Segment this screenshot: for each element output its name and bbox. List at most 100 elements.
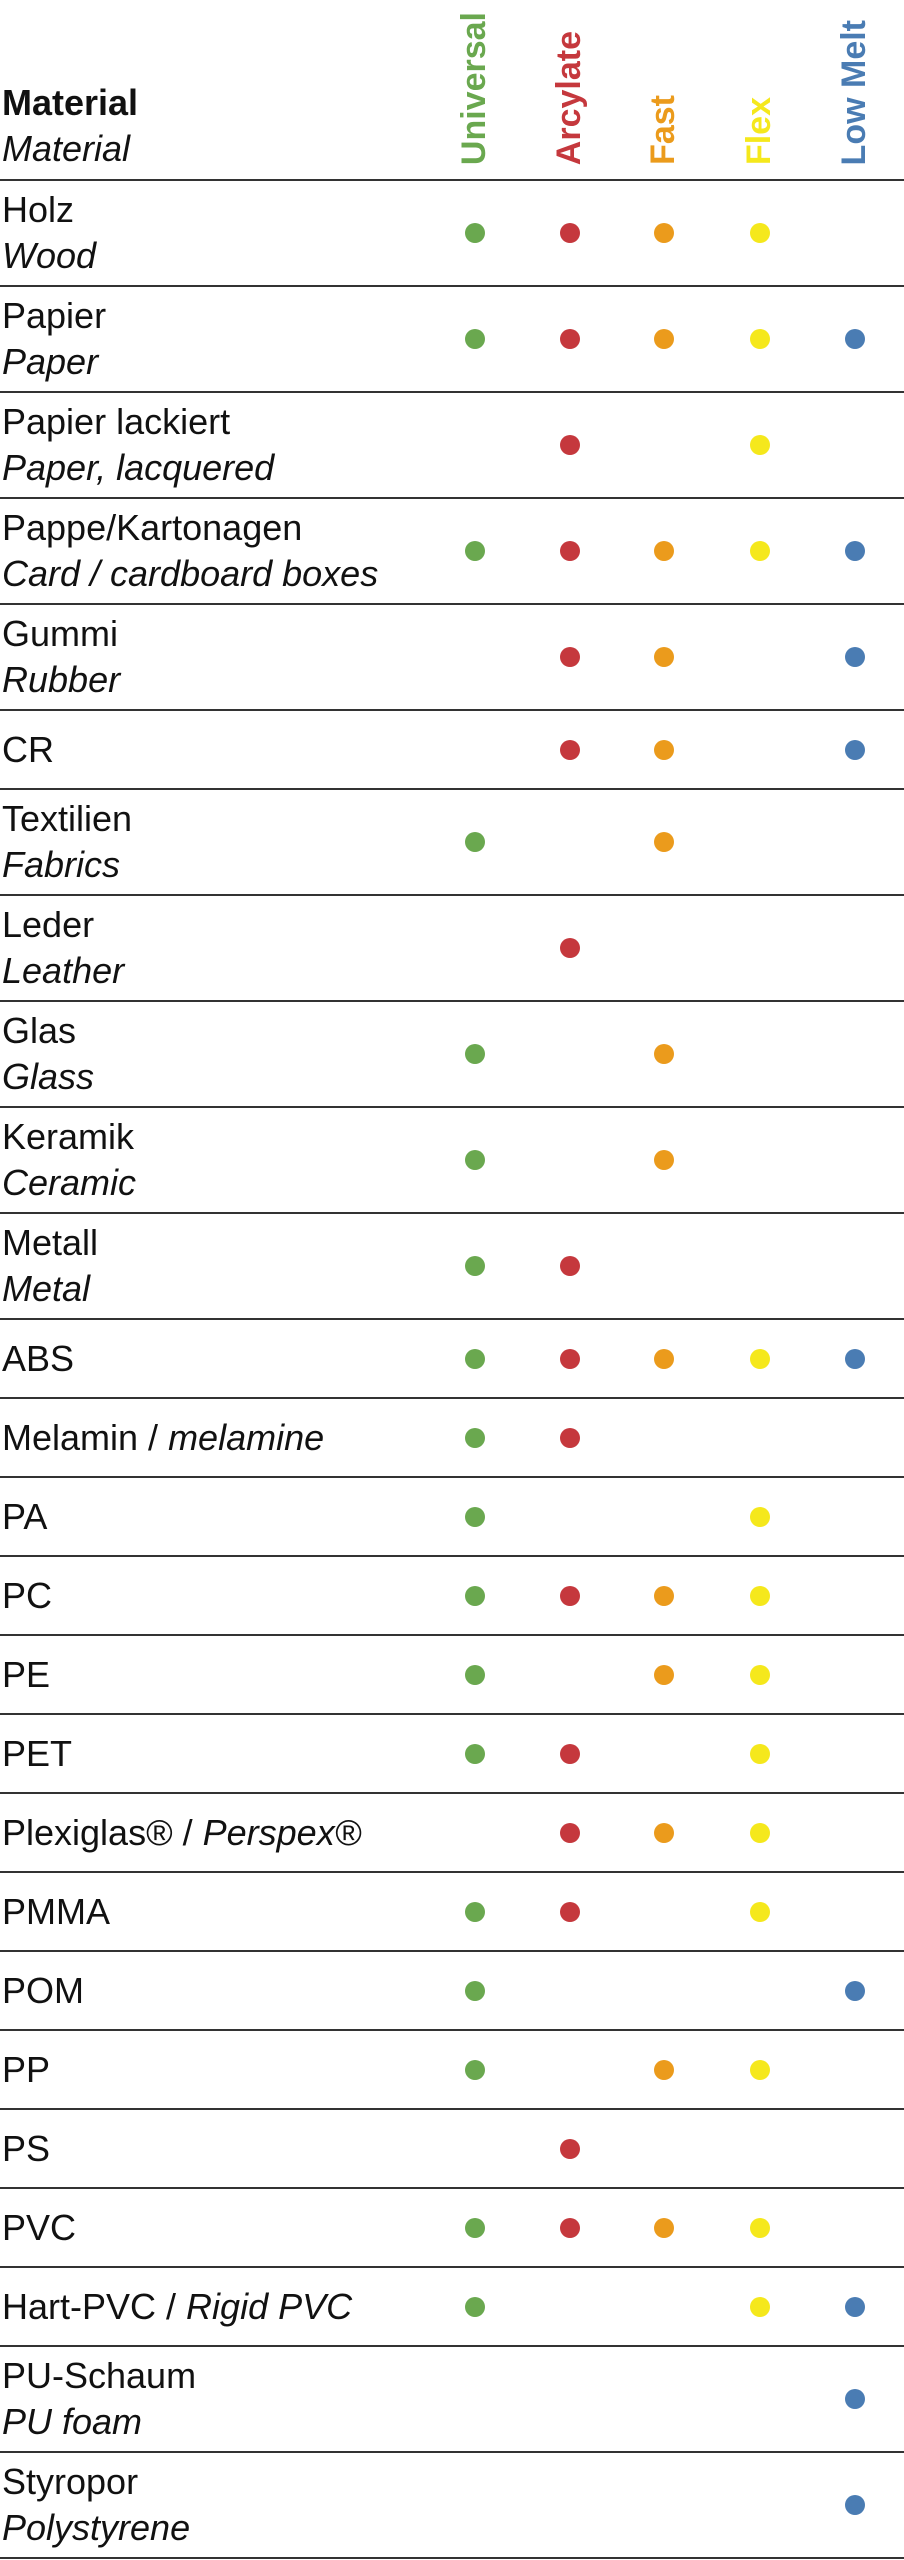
table-row: PA [0, 1478, 904, 1557]
compat-dot [654, 1348, 674, 1369]
material-en: Glass [2, 1056, 95, 1097]
material-de: Plexiglas® / [2, 1811, 193, 1853]
table-row: Styropor Polystyrene [0, 2453, 904, 2559]
material-en: PU foam [2, 2401, 143, 2442]
material-line: PP [2, 2047, 904, 2093]
compat-dot [560, 1256, 580, 1276]
material-line: Gummi [2, 611, 904, 657]
material-line: Hart-PVC / Rigid PVC [2, 2284, 904, 2330]
compat-dot [560, 1348, 580, 1369]
compat-dot [750, 1348, 770, 1369]
compat-dot [750, 2217, 770, 2238]
compat-dot [560, 2217, 580, 2238]
compat-dot [560, 1822, 580, 1843]
compat-dot [465, 832, 485, 852]
material-line: PET [2, 1731, 904, 1777]
material-de: Pappe/Kartonagen [2, 507, 303, 548]
table-row: Papier Paper [0, 287, 904, 393]
compat-dot [560, 541, 580, 561]
compat-dot [560, 223, 580, 243]
column-header: Universal [455, 11, 493, 165]
compat-dot [845, 2296, 865, 2317]
compat-dot [845, 2389, 865, 2409]
compat-dot [465, 1901, 485, 1922]
compat-dot [750, 1822, 770, 1843]
material-de: Gummi [2, 613, 118, 654]
compat-dot [750, 541, 770, 561]
material-de: PU-Schaum [2, 2355, 197, 2396]
compat-dot [560, 435, 580, 455]
material-en: Polystyrene [2, 2507, 191, 2548]
compat-dot [560, 938, 580, 958]
table-row: ABS [0, 1320, 904, 1399]
material-line: Holz [2, 187, 904, 233]
material-en: Metal [2, 1268, 91, 1309]
material-line: PA [2, 1494, 904, 1540]
table-row: Pappe/Kartonagen Card / cardboard boxes [0, 499, 904, 605]
material-de: Papier [2, 295, 107, 336]
material-de: Hart-PVC / [2, 2285, 177, 2327]
material-en: Rubber [2, 659, 121, 700]
compat-dot [465, 1506, 485, 1527]
compat-dot [654, 739, 674, 760]
column-header: Low Melt [835, 19, 873, 165]
material-en: Card / cardboard boxes [2, 553, 379, 594]
table-row: Holz Wood [0, 181, 904, 287]
compat-dot [750, 329, 770, 349]
material-line: PU-Schaum [2, 2353, 904, 2399]
compat-dot [750, 2059, 770, 2080]
column-header: Fast [644, 95, 682, 165]
compat-dot [654, 1822, 674, 1843]
compat-dot [654, 832, 674, 852]
table-row: Melamin / melamine [0, 1399, 904, 1478]
table-row: PMMA [0, 1873, 904, 1952]
compat-dot [845, 739, 865, 760]
material-line: Glas [2, 1008, 904, 1054]
column-header: Flex [740, 96, 778, 165]
material-de: Glas [2, 1010, 77, 1051]
material-de: Holz [2, 189, 75, 230]
compat-dot [465, 223, 485, 243]
table: Holz Wood Papier Paper Papier lackiert Paper,… [0, 181, 904, 2559]
material-de: PET [2, 1732, 73, 1774]
material-line: PMMA [2, 1889, 904, 1935]
compat-dot [465, 1427, 485, 1448]
material-line: Papier lackiert [2, 399, 904, 445]
compat-dot [750, 1664, 770, 1685]
material-de: Leder [2, 904, 95, 945]
compat-dot [845, 541, 865, 561]
material-de: Melamin / [2, 1416, 159, 1458]
compat-dot [465, 2217, 485, 2238]
compat-dot [654, 541, 674, 561]
material-line: ABS [2, 1336, 904, 1382]
table-row: Metall Metal [0, 1214, 904, 1320]
material-en: Ceramic [2, 1162, 137, 1203]
compat-dot [465, 1348, 485, 1369]
material-en: Leather [2, 950, 125, 991]
material-en: Paper [2, 341, 99, 382]
table-row: Keramik Ceramic [0, 1108, 904, 1214]
compat-dot [465, 329, 485, 349]
header-title: Material [2, 82, 139, 123]
compat-dot [845, 647, 865, 667]
compat-dot [465, 2059, 485, 2080]
table-row: PET [0, 1715, 904, 1794]
material-de: POM [2, 1969, 85, 2011]
compat-dot [465, 1150, 485, 1170]
compat-dot [654, 2217, 674, 2238]
table-row: PS [0, 2110, 904, 2189]
table-row: Plexiglas® / Perspex® [0, 1794, 904, 1873]
material-de: CR [2, 728, 54, 770]
compat-dot [465, 541, 485, 561]
table-row: Glas Glass [0, 1002, 904, 1108]
material-line: POM [2, 1968, 904, 2014]
table-row: PU-Schaum PU foam [0, 2347, 904, 2453]
compat-dot [560, 647, 580, 667]
material-de: ABS [2, 1337, 75, 1379]
compat-dot [560, 329, 580, 349]
compat-dot [654, 1150, 674, 1170]
compat-dot [654, 329, 674, 349]
compat-dot [750, 1743, 770, 1764]
compat-dot [465, 1256, 485, 1276]
material-line: Textilien [2, 796, 904, 842]
